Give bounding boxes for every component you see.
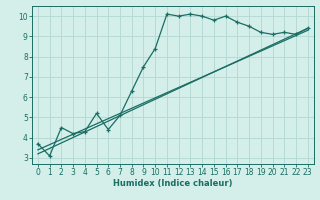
X-axis label: Humidex (Indice chaleur): Humidex (Indice chaleur) <box>113 179 233 188</box>
